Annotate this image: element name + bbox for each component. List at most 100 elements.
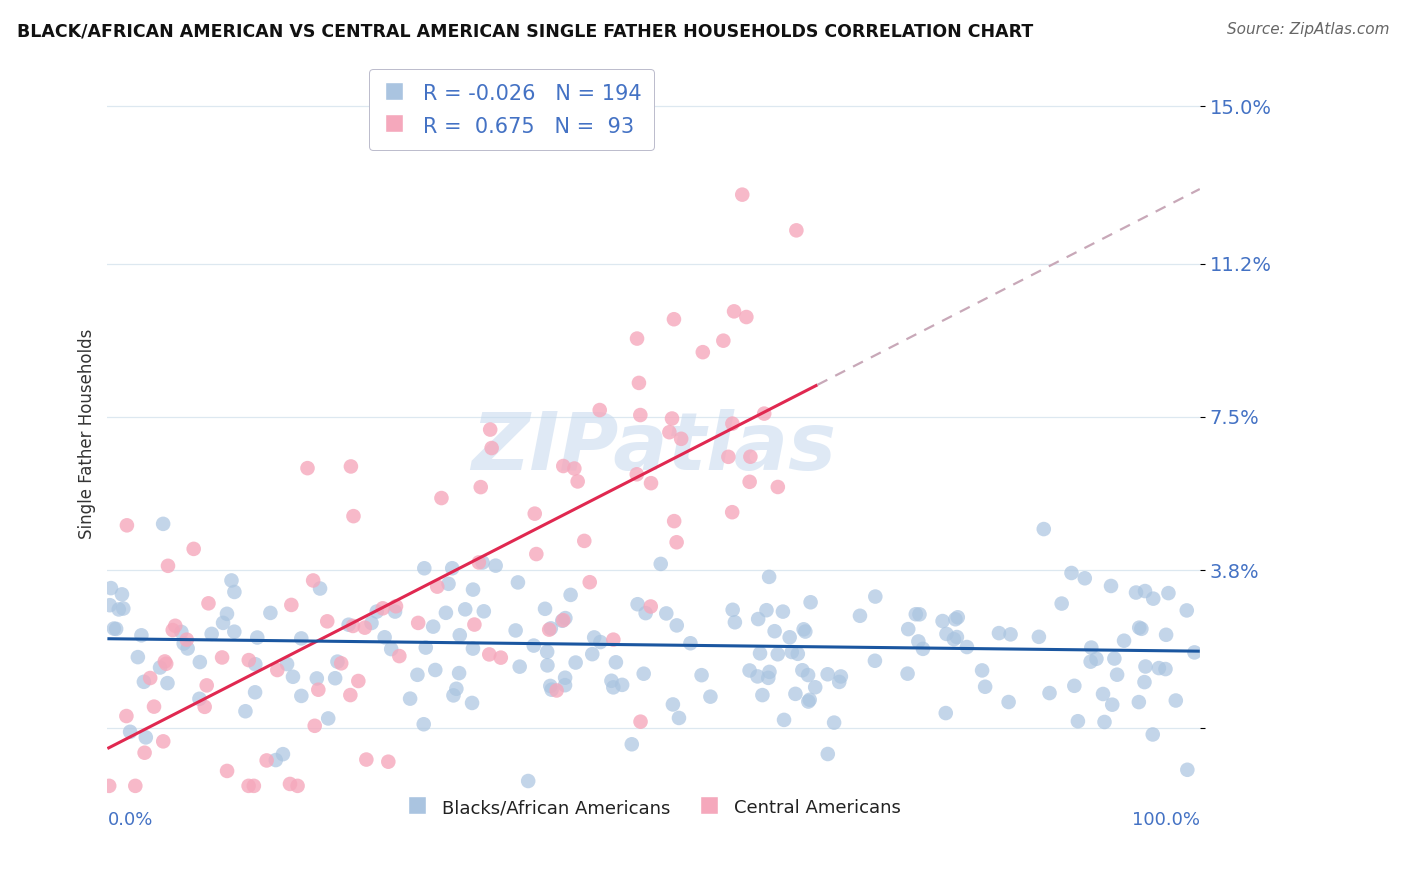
- Point: [536, 658, 558, 673]
- Point: [422, 620, 444, 634]
- Point: [461, 641, 484, 656]
- Point: [194, 699, 217, 714]
- Point: [243, 779, 266, 793]
- Point: [461, 696, 484, 710]
- Point: [195, 678, 218, 692]
- Point: [1135, 659, 1157, 673]
- Point: [665, 535, 688, 549]
- Point: [583, 631, 606, 645]
- Point: [406, 668, 429, 682]
- Point: [430, 491, 453, 505]
- Point: [1101, 698, 1123, 712]
- Point: [155, 657, 177, 671]
- Point: [567, 475, 589, 489]
- Point: [271, 747, 294, 761]
- Point: [506, 575, 529, 590]
- Point: [1112, 633, 1135, 648]
- Point: [721, 417, 744, 431]
- Point: [1107, 667, 1129, 681]
- Point: [238, 779, 260, 793]
- Point: [626, 467, 648, 482]
- Point: [662, 698, 685, 712]
- Point: [863, 654, 886, 668]
- Point: [751, 688, 773, 702]
- Point: [758, 570, 780, 584]
- Point: [243, 685, 266, 699]
- Point: [1128, 621, 1150, 635]
- Point: [797, 694, 820, 708]
- Point: [384, 605, 406, 619]
- Point: [246, 631, 269, 645]
- Point: [399, 691, 422, 706]
- Point: [554, 678, 576, 692]
- Point: [797, 668, 820, 682]
- Point: [669, 432, 692, 446]
- Point: [731, 187, 754, 202]
- Point: [170, 624, 193, 639]
- Point: [1125, 585, 1147, 599]
- Point: [551, 614, 574, 628]
- Point: [747, 612, 769, 626]
- Point: [201, 627, 224, 641]
- Point: [412, 717, 434, 731]
- Point: [111, 587, 134, 601]
- Point: [478, 648, 501, 662]
- Point: [1080, 655, 1102, 669]
- Point: [578, 575, 600, 590]
- Point: [956, 640, 979, 654]
- Point: [662, 514, 685, 528]
- Point: [779, 630, 801, 644]
- Point: [212, 615, 235, 630]
- Point: [134, 746, 156, 760]
- Point: [132, 674, 155, 689]
- Point: [931, 614, 953, 628]
- Point: [290, 689, 312, 703]
- Point: [449, 628, 471, 642]
- Point: [505, 624, 527, 638]
- Point: [112, 601, 135, 615]
- Point: [817, 667, 839, 681]
- Point: [747, 669, 769, 683]
- Point: [589, 635, 612, 649]
- Point: [266, 663, 288, 677]
- Point: [785, 223, 807, 237]
- Point: [1028, 630, 1050, 644]
- Point: [463, 617, 485, 632]
- Point: [176, 641, 198, 656]
- Text: Source: ZipAtlas.com: Source: ZipAtlas.com: [1226, 22, 1389, 37]
- Point: [371, 601, 394, 615]
- Point: [640, 599, 662, 614]
- Point: [610, 678, 633, 692]
- Point: [823, 715, 845, 730]
- Point: [640, 476, 662, 491]
- Point: [772, 605, 794, 619]
- Point: [302, 574, 325, 588]
- Point: [1063, 679, 1085, 693]
- Point: [946, 630, 969, 644]
- Point: [865, 590, 887, 604]
- Point: [415, 640, 437, 655]
- Point: [1184, 645, 1206, 659]
- Point: [605, 655, 627, 669]
- Point: [907, 634, 929, 648]
- Point: [211, 650, 233, 665]
- Point: [406, 615, 429, 630]
- Point: [794, 624, 817, 639]
- Point: [766, 647, 789, 661]
- Point: [758, 665, 780, 679]
- Point: [717, 450, 740, 464]
- Point: [479, 423, 502, 437]
- Point: [149, 660, 172, 674]
- Point: [256, 754, 278, 768]
- Point: [538, 623, 561, 637]
- Point: [360, 615, 382, 630]
- Point: [662, 312, 685, 326]
- Point: [124, 779, 146, 793]
- Point: [721, 603, 744, 617]
- Point: [517, 774, 540, 789]
- Point: [1133, 584, 1156, 599]
- Point: [773, 713, 796, 727]
- Point: [1133, 675, 1156, 690]
- Point: [1080, 640, 1102, 655]
- Point: [1154, 662, 1177, 676]
